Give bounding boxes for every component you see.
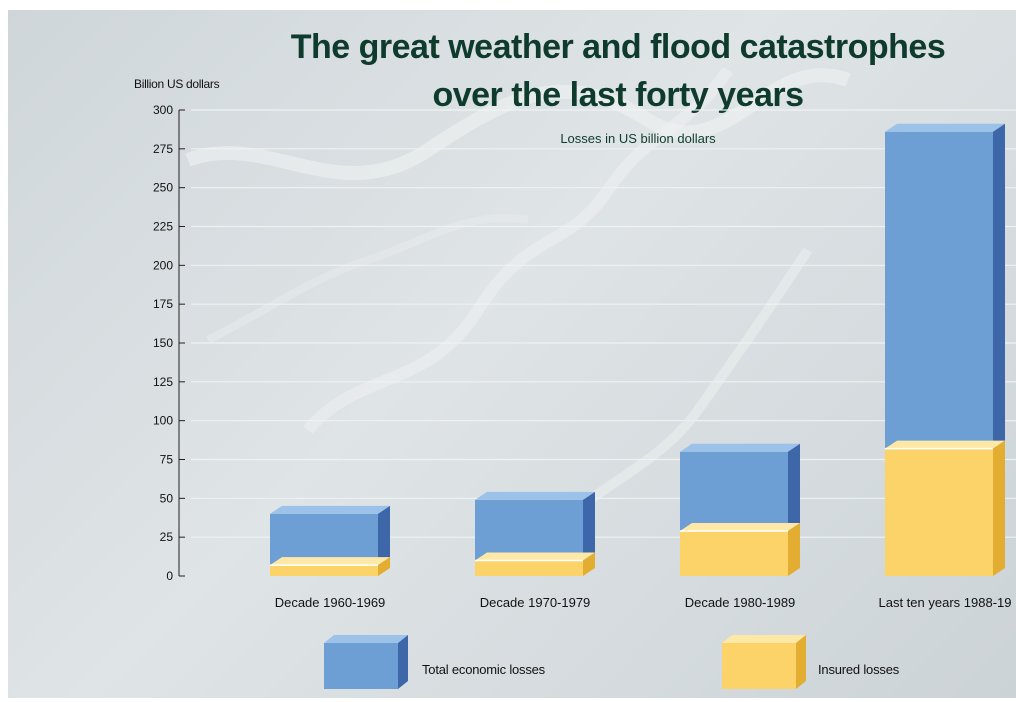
chart-panel: The great weather and flood catastrophes… <box>8 10 1016 698</box>
chart-title-line2: over the last forty years <box>432 76 804 114</box>
y-tick-label: 100 <box>153 414 173 428</box>
y-tick-label: 225 <box>153 220 173 234</box>
y-tick-label: 175 <box>153 297 173 311</box>
bar-insured-front <box>475 560 583 576</box>
chart-title: The great weather and flood catastrophes <box>290 28 946 66</box>
bar-insured-side <box>788 522 800 576</box>
bar-insured-side <box>378 557 390 576</box>
bar-total-front <box>475 499 583 561</box>
y-tick-label: 125 <box>153 375 173 389</box>
y-tick-label: 250 <box>153 181 173 195</box>
bar-insured-front <box>270 565 378 576</box>
bar-total-front <box>885 131 993 449</box>
bar-insured-top <box>475 552 595 561</box>
x-tick-label: Decade 1980-1989 <box>685 595 796 610</box>
x-tick-label: Decade 1960-1969 <box>275 595 386 610</box>
bar-insured-top <box>680 522 800 531</box>
bar-total-side <box>993 123 1005 449</box>
y-tick-label: 75 <box>160 453 174 467</box>
bar-total-side <box>788 443 800 531</box>
legend-label-insured: Insured losses <box>818 662 900 677</box>
y-tick-label: 0 <box>166 569 173 583</box>
y-tick-label: 150 <box>153 336 173 350</box>
y-tick-label: 300 <box>153 103 173 117</box>
bar-total-top <box>680 443 800 452</box>
bar-insured-front <box>680 530 788 576</box>
bar-insured-top <box>270 557 390 566</box>
bar-insured-side <box>993 440 1005 576</box>
y-tick-label: 275 <box>153 142 173 156</box>
y-tick-label: 50 <box>160 491 174 505</box>
x-tick-label: Decade 1970-1979 <box>480 595 591 610</box>
plot-area: 0 25 50 75 100 125 150 175 200 225 250 275 300 Decade… <box>153 103 1016 610</box>
bar-total-side <box>378 505 390 566</box>
bar-total-top <box>270 505 390 514</box>
y-tick-label: 25 <box>160 530 174 544</box>
legend-label-total: Total economic losses <box>422 662 545 677</box>
x-tick-label: Last ten years 1988-19 <box>879 595 1012 610</box>
bar-total-front <box>270 513 378 566</box>
chart-subtitle: Losses in US billion dollars <box>560 131 716 146</box>
y-tick-label: 200 <box>153 258 173 272</box>
bar-total-top <box>885 123 1005 132</box>
y-axis-label: Billion US dollars <box>134 77 220 91</box>
bar-insured-side <box>583 552 595 576</box>
bar-total-front <box>680 451 788 531</box>
bar-total-top <box>475 491 595 500</box>
bar-insured-top <box>885 440 1005 449</box>
bar-insured-front <box>885 448 993 576</box>
bar-total-side <box>583 491 595 561</box>
